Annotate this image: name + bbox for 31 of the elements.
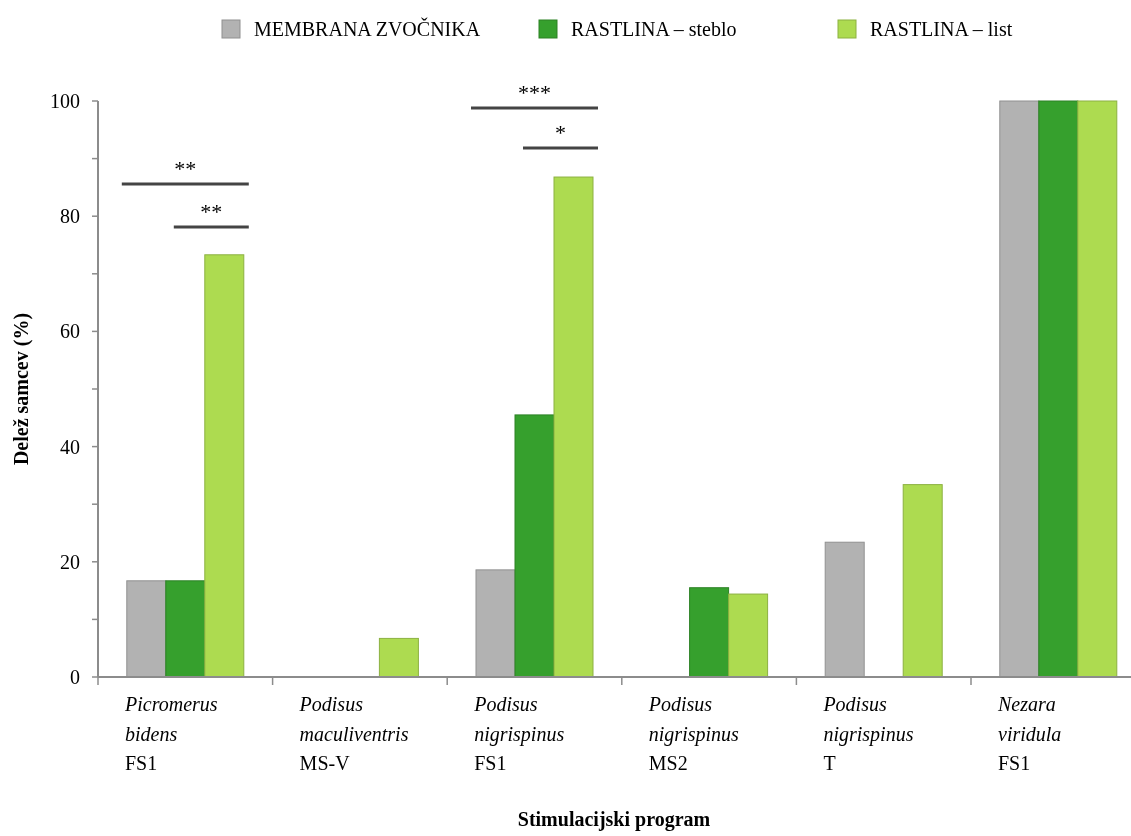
- bar: [728, 593, 769, 678]
- legend-label: MEMBRANA ZVOČNIKA: [254, 17, 481, 40]
- x-tick-label: Podisus nigrispinus FS1: [473, 693, 565, 774]
- legend-label: RASTLINA – steblo: [571, 18, 737, 40]
- legend-label: RASTLINA – list: [870, 18, 1013, 40]
- bar: [553, 176, 594, 678]
- y-tick-label: 0: [70, 666, 80, 688]
- bar: [165, 580, 206, 678]
- y-axis-title: Delež samcev (%): [10, 312, 33, 466]
- bar: [902, 484, 943, 678]
- x-axis-title: Stimulacijski program: [517, 808, 711, 831]
- x-tick-label: Picromerus bidens FS1: [124, 693, 218, 774]
- annotation: **: [200, 199, 223, 224]
- bar: [514, 414, 555, 678]
- bar: [1077, 100, 1118, 678]
- annotation: **: [174, 156, 197, 181]
- y-tick-label: 100: [50, 90, 80, 112]
- bar: [378, 637, 419, 678]
- y-tick-label: 20: [60, 550, 80, 573]
- x-tick-label: Podisus nigrispinus T: [822, 693, 914, 774]
- x-tick-label: Podisus maculiventris MS-V: [298, 693, 409, 774]
- annotation: *: [555, 120, 566, 145]
- x-tick-label: Podisus nigrispinus MS2: [647, 693, 740, 774]
- bar: [689, 587, 730, 678]
- bar: [1038, 100, 1079, 678]
- y-tick-label: 40: [60, 435, 80, 458]
- y-tick-label: 60: [60, 320, 80, 343]
- y-tick-label: 80: [60, 205, 80, 228]
- annotation: ***: [518, 80, 551, 105]
- x-tick-label: Nezara viridula FS1: [997, 693, 1062, 774]
- bar: [204, 254, 245, 678]
